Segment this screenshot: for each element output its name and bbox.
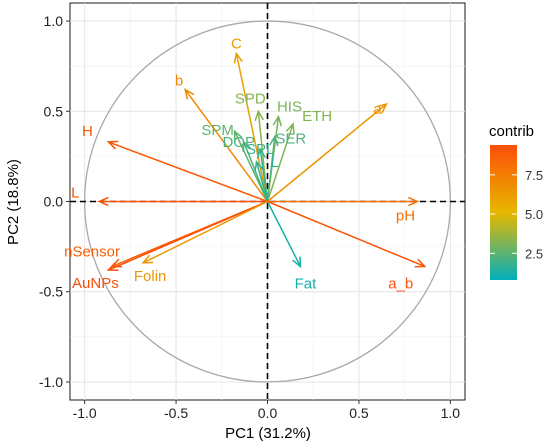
variable-label: ETH — [302, 108, 332, 125]
variable-arrow — [235, 53, 269, 202]
variable-label: C — [231, 36, 242, 53]
variable-arrowhead — [106, 262, 119, 271]
legend-colorbar — [490, 145, 517, 280]
variable-label: pH — [396, 208, 415, 225]
variable-arrowhead — [254, 160, 264, 172]
variable-arrowhead — [233, 51, 243, 64]
variable-arrowhead — [97, 196, 109, 207]
x-tick-label: -0.5 — [164, 405, 188, 421]
variable-arrowhead — [106, 140, 119, 150]
arrow-layer — [97, 51, 427, 271]
variable-arrowhead — [285, 122, 295, 134]
variable-arrowhead — [233, 129, 243, 142]
x-tick-label: 1.0 — [441, 405, 461, 421]
variable-arrowhead — [184, 88, 195, 100]
y-tick-label: 1.0 — [44, 13, 64, 29]
variable-arrowhead — [376, 102, 388, 114]
variable-arrow — [267, 103, 387, 203]
variable-arrowhead — [269, 134, 279, 147]
variable-label: HIS — [277, 99, 302, 116]
variable-label: a_b — [388, 275, 413, 292]
legend-tick-label: 5.0 — [525, 207, 543, 222]
variable-arrow — [108, 141, 268, 203]
variable-arrowhead — [256, 147, 267, 159]
legend-tick-label: 2.5 — [525, 246, 543, 261]
variable-label: nSensor — [64, 243, 120, 260]
x-tick-label: -1.0 — [73, 405, 97, 421]
y-tick-label: -0.5 — [39, 284, 63, 300]
y-tick-label: -1.0 — [39, 374, 63, 390]
variable-arrow — [267, 200, 426, 268]
variable-arrow — [142, 200, 268, 264]
y-tick-label: 0.0 — [44, 194, 64, 210]
variable-arrowhead — [272, 114, 283, 127]
variable-arrowhead — [408, 196, 420, 207]
variable-arrowhead — [254, 109, 264, 122]
legend-tick-label: 7.5 — [525, 168, 543, 183]
variable-arrowhead — [141, 254, 154, 264]
variable-arrowhead — [414, 258, 427, 268]
variable-arrow — [255, 161, 269, 202]
x-axis-title: PC1 (31.2%) — [225, 425, 311, 442]
variable-label: L — [71, 185, 79, 202]
y-tick-label: 0.5 — [44, 103, 64, 119]
legend-title: contrib — [489, 123, 534, 140]
variable-arrow — [266, 136, 276, 202]
x-tick-label: 0.5 — [349, 405, 369, 421]
axis-layer: -1.0 -0.5 0.0 0.5 1.0 -1.0 -0.5 0.0 0.5 1.0 — [39, 13, 460, 421]
variable-label: Folin — [134, 268, 167, 285]
variable-label: SPD — [235, 90, 266, 107]
y-axis-title: PC2 (18.8%) — [5, 159, 22, 245]
legend-ticks: 2.5 5.0 7.5 — [490, 168, 543, 261]
variable-label: DOP — [222, 134, 255, 151]
variable-arrow — [259, 149, 269, 202]
variable-label: Fat — [295, 275, 318, 292]
variable-arrow — [266, 201, 302, 267]
variable-label: SPM — [201, 122, 234, 139]
variable-label: L — [270, 154, 278, 171]
variable-label: SER — [275, 131, 306, 148]
variable-arrowhead — [292, 256, 302, 269]
variable-label: SPL — [246, 141, 274, 158]
variable-arrowhead — [242, 140, 252, 152]
variable-arrow — [266, 123, 294, 202]
variable-label: AuNPs — [72, 275, 119, 292]
x-tick-label: 0.0 — [258, 405, 278, 421]
variable-label: H — [82, 123, 93, 140]
legend: contrib 2.5 5.0 7.5 — [489, 123, 543, 280]
variable-arrow — [108, 200, 268, 271]
variable-label: a — [373, 101, 382, 118]
variable-label: b — [175, 73, 183, 90]
variable-arrow — [184, 89, 269, 202]
